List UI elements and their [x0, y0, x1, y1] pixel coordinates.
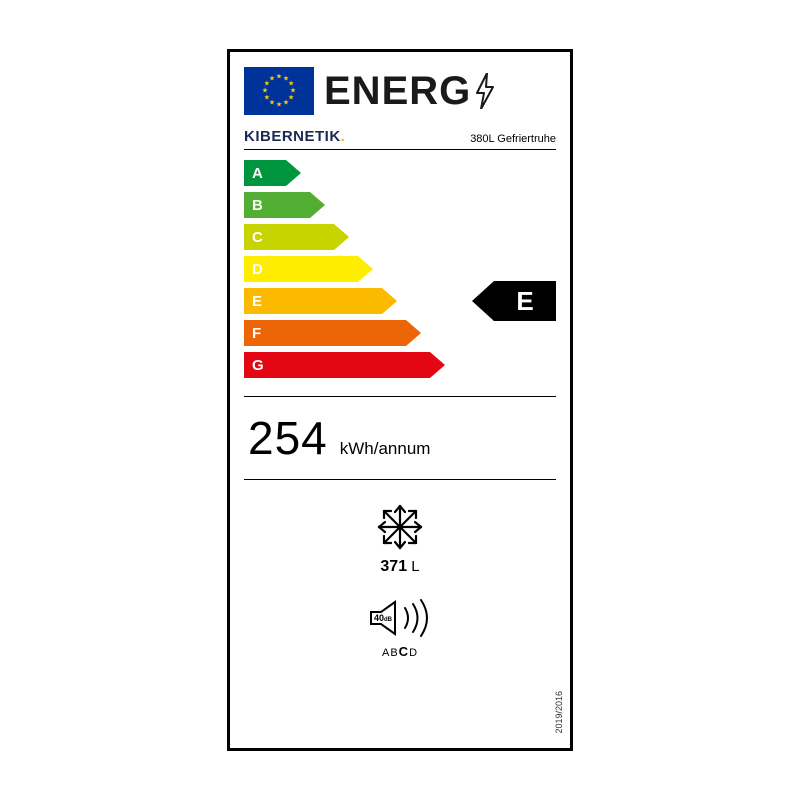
capacity-unit: L: [411, 558, 419, 575]
scale-letter: D: [244, 256, 358, 282]
kwh-value: 254: [248, 411, 328, 465]
scale-row-D: D: [244, 256, 373, 282]
scale-letter: C: [244, 224, 334, 250]
energy-title-text: ENERG: [324, 69, 471, 114]
rating-pointer: E: [472, 281, 556, 321]
brand-name-text: KIBERNETIK: [244, 128, 341, 145]
scale-arrow-head: [334, 224, 349, 250]
scale-arrow-head: [286, 160, 301, 186]
scale-letter: A: [244, 160, 286, 186]
rating-letter: E: [494, 281, 556, 321]
scale-arrow-head: [430, 352, 445, 378]
scale-letter: G: [244, 352, 430, 378]
consumption-row: 254 kWh/annum: [244, 396, 556, 480]
header: ★★★★★★★★★★★★ ENERG: [244, 64, 556, 118]
energy-label: ★★★★★★★★★★★★ ENERG KIBERNETIK. 380L Gefr…: [227, 49, 573, 751]
lightning-icon: [473, 73, 497, 109]
eu-flag-icon: ★★★★★★★★★★★★: [244, 67, 314, 115]
rating-pointer-head: [472, 281, 494, 321]
brand-row: KIBERNETIK. 380L Gefriertruhe: [244, 120, 556, 150]
scale-row-E: E: [244, 288, 397, 314]
regulation-number: 2019/2016: [554, 691, 564, 734]
snowflake-icon: [375, 502, 425, 552]
speaker-icon: 40dB: [361, 596, 439, 640]
scale-letter: F: [244, 320, 406, 346]
model-name: 380L Gefriertruhe: [470, 133, 556, 145]
noise-block: 40dB ABCD: [361, 596, 439, 659]
pictograms: 371 L 40dB ABCD: [244, 502, 556, 659]
scale-arrow-head: [310, 192, 325, 218]
scale-row-F: F: [244, 320, 421, 346]
noise-class-letter: C: [399, 644, 409, 659]
kwh-unit: kWh/annum: [340, 439, 431, 459]
efficiency-scale: E ABCDEFG: [244, 160, 556, 378]
noise-class-scale: ABCD: [382, 644, 418, 659]
brand-dot: .: [341, 128, 346, 145]
scale-arrow-head: [406, 320, 421, 346]
freezer-capacity: 371 L: [380, 558, 419, 576]
scale-row-G: G: [244, 352, 445, 378]
noise-class-letter: D: [409, 647, 418, 659]
scale-letter: E: [244, 288, 382, 314]
scale-row-B: B: [244, 192, 325, 218]
capacity-value: 371: [380, 558, 407, 575]
energy-title: ENERG: [324, 69, 497, 114]
noise-class-letter: B: [390, 647, 398, 659]
scale-arrow-head: [382, 288, 397, 314]
freezer-capacity-block: 371 L: [375, 502, 425, 576]
scale-row-A: A: [244, 160, 301, 186]
scale-row-C: C: [244, 224, 349, 250]
brand-name: KIBERNETIK.: [244, 128, 345, 145]
scale-arrow-head: [358, 256, 373, 282]
scale-letter: B: [244, 192, 310, 218]
